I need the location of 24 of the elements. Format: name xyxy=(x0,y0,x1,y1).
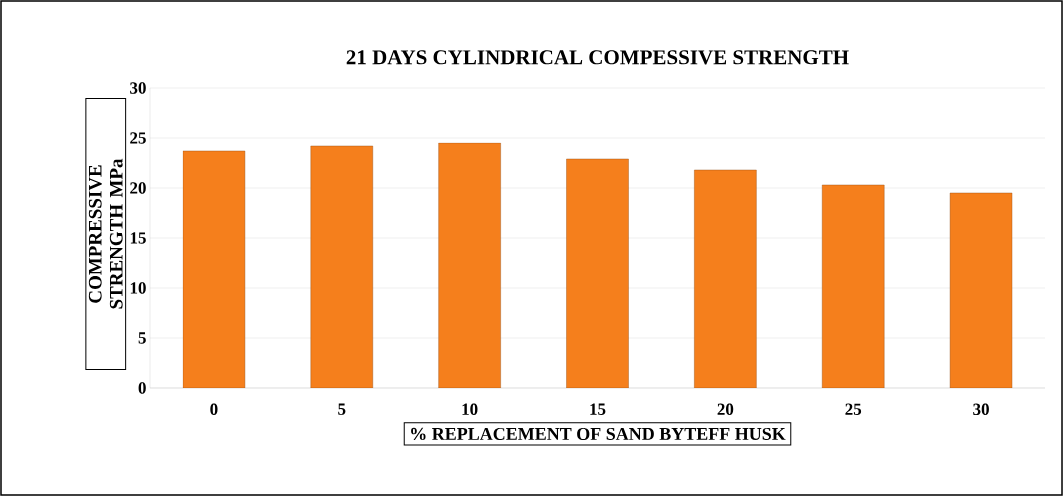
y-tick-label: 10 xyxy=(130,282,146,294)
x-tick-label: 15 xyxy=(590,403,606,415)
x-tick-label: 10 xyxy=(462,403,478,416)
bar xyxy=(566,158,629,388)
x-tick-label: 5 xyxy=(338,403,346,415)
bar xyxy=(949,192,1013,388)
bar xyxy=(438,142,501,388)
bar xyxy=(310,145,373,388)
y-tick-label: 15 xyxy=(130,232,146,244)
x-tick-label: 0 xyxy=(210,403,218,416)
x-tick-label: 20 xyxy=(717,403,734,416)
bar xyxy=(694,169,757,388)
x-axis-title: % REPLACEMENT OF SAND BYTEFF HUSK xyxy=(411,427,786,441)
y-tick-label: 25 xyxy=(130,132,146,144)
y-tick-label: 20 xyxy=(130,182,146,194)
bar xyxy=(822,184,885,388)
x-tick-label: 25 xyxy=(845,403,862,415)
y-axis-title: COMPRESSIVE STRENGTH MPa xyxy=(88,158,123,309)
y-tick-label: 5 xyxy=(138,332,146,344)
x-tick-label: 30 xyxy=(973,403,989,416)
bar xyxy=(182,150,246,388)
y-tick-label: 30 xyxy=(130,82,146,94)
y-tick-label: 0 xyxy=(138,382,146,394)
chart-title: 21 DAYS CYLINDRICAL COMPESSIVE STRENGTH xyxy=(346,50,849,65)
